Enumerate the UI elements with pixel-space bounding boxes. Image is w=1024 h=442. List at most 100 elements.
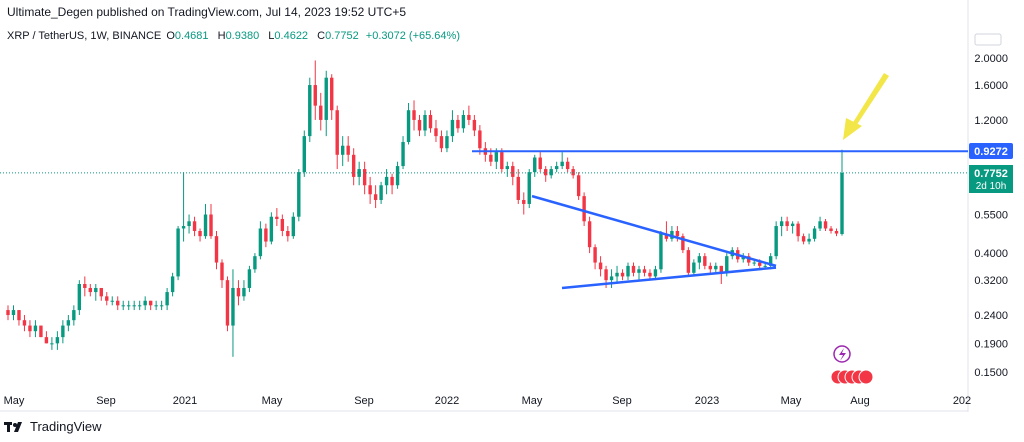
candle-body [604,269,608,281]
footer-brand: TradingView [30,419,102,434]
y-tick-label: 0.4000 [974,248,1008,260]
lower-trendline[interactable] [561,266,777,290]
candle-body [571,169,575,176]
candle-body [801,236,806,242]
candle-body [94,287,98,293]
candle-body [154,305,158,307]
x-tick-label: May [4,395,25,407]
candle-body [626,265,630,277]
candle-body [137,305,142,307]
tradingview-logo-icon [4,421,22,432]
candle-body [615,272,619,277]
candle-body [708,265,713,270]
candle-body [362,169,367,186]
price-axis-top-icon[interactable] [974,33,1002,46]
level-label-value: 0.9272 [974,146,1008,158]
candle-body [757,262,762,266]
time-axis[interactable]: May Sep 2021 May Sep 2022 May Sep 2023 May Aug 202 [4,395,972,407]
price-axis[interactable]: 2.0000 1.6000 1.2000 0.5500 0.4000 0.3200 0.24… [974,53,1008,379]
price-label-countdown: 2d 10h [976,181,1007,192]
candle-body [456,119,460,129]
x-tick-label: May [781,395,802,407]
candle-body [61,325,65,338]
symbol-name[interactable]: XRP / TetherUS, 1W, BINANCE [7,30,162,42]
price-label: 0.7752 2d 10h [969,165,1013,193]
candle-body [725,256,729,273]
x-tick-label: Aug [850,395,870,407]
y-tick-label: 2.0000 [974,53,1008,65]
symbol-legend[interactable]: XRP / TetherUS, 1W, BINANCE O0.4681 H0.9… [7,30,460,42]
candle-body [335,110,339,155]
candle-body [286,230,290,237]
candle-body [494,152,499,162]
candle-body [357,169,361,177]
candle-body [653,269,658,277]
candle-body [209,214,213,237]
price-label-value: 0.7752 [974,168,1008,180]
candle-body [637,269,641,273]
candle-body [121,305,125,307]
high-label: H [217,30,226,42]
footer[interactable]: TradingView [4,419,102,434]
candle-body [714,265,718,270]
candle-body [500,152,504,170]
candle-body [423,114,427,131]
open-label: O [166,30,175,42]
candle-body [648,272,652,277]
events-icons[interactable] [830,369,874,385]
candle-body [11,310,16,316]
candle-body [489,154,493,162]
candle-body [340,145,345,155]
candle-body [22,320,27,326]
candle-body [258,228,263,257]
candle-body [33,325,38,332]
candle-body [664,233,669,239]
candle-body [308,85,312,137]
candle-body [77,283,82,311]
y-tick-label: 0.3200 [974,275,1008,287]
candle-body [461,114,466,129]
candle-body [275,216,279,219]
candle-body [790,223,795,227]
candle-body [313,85,317,106]
candle-body [159,305,164,307]
close-label: C [317,30,326,42]
candle-body [384,176,389,186]
yellow-arrow-icon [843,73,889,140]
candle-body [373,194,378,200]
y-tick-label: 1.2000 [974,115,1008,127]
candle-body [631,265,636,273]
x-tick-label: Sep [612,395,632,407]
candle-body [269,216,274,242]
lightning-icon[interactable] [833,345,851,363]
candle-body [132,305,136,307]
candle-body [203,214,208,237]
candle-body [280,218,285,231]
candle-body [703,256,707,266]
candle-body [170,276,175,293]
candle-body [176,228,180,277]
upper-trendline[interactable] [531,194,777,268]
x-tick-label: May [522,395,543,407]
candle-body [99,287,103,297]
candle-body [346,145,350,155]
change-value: +0.3072 (+65.64%) [365,30,460,42]
x-tick-label: 2022 [435,395,459,407]
candle-body [681,236,685,251]
candle-body [785,221,789,227]
candle-body [6,310,10,316]
candle-body [181,226,186,229]
candle-body [330,77,334,111]
candle-body [127,305,131,307]
candle-body [214,236,219,263]
candle-body [368,185,372,195]
candle-body [807,238,811,242]
candle-body [697,256,702,263]
candle-body [231,287,235,326]
close-value: 0.7752 [325,30,359,42]
low-value: 0.4622 [274,30,309,42]
candle-body [297,172,301,217]
candle-body [192,221,197,231]
candle-body [533,157,537,173]
